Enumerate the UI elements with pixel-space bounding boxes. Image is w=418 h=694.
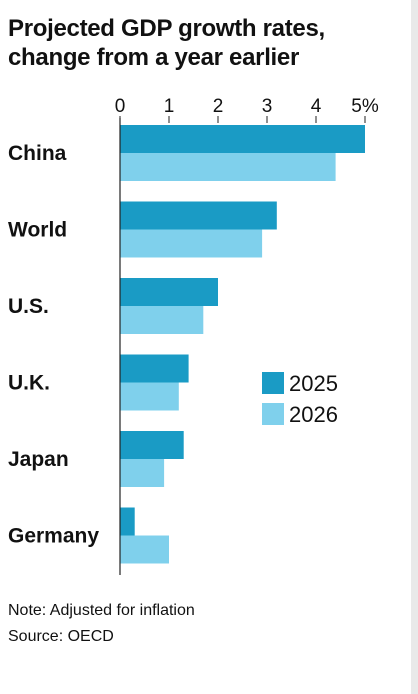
bar-2025 — [120, 125, 365, 153]
bar-2026 — [120, 153, 336, 181]
bar-2025 — [120, 507, 135, 536]
category-label: Japan — [8, 448, 69, 471]
footnote: Note: Adjusted for inflation — [8, 602, 195, 619]
bar-2025 — [120, 278, 218, 306]
legend-swatch-2026 — [262, 403, 284, 425]
bar-2026 — [120, 459, 165, 487]
bar-2025 — [120, 431, 184, 459]
legend-label-2025: 2025 — [289, 371, 338, 396]
legend-swatch-2025 — [262, 372, 284, 394]
x-tick-label: 2 — [213, 96, 224, 117]
category-label: China — [8, 142, 67, 165]
category-label: U.K. — [8, 372, 50, 395]
chart-title-line-2: change from a year earlier — [8, 44, 300, 71]
bar-2025 — [120, 354, 189, 383]
chart-title-line-1: Projected GDP growth rates, — [8, 15, 325, 42]
chart-title: Projected GDP growth rates, change from … — [8, 14, 408, 72]
x-tick-label: 4 — [311, 96, 322, 117]
page-edge — [411, 0, 418, 694]
bar-2026 — [120, 306, 204, 334]
category-label: World — [8, 219, 67, 242]
x-tick-label: 3 — [262, 96, 273, 117]
bar-2025 — [120, 201, 277, 230]
category-label: Germany — [8, 525, 99, 548]
bar-2026 — [120, 229, 263, 258]
x-tick-label: 5% — [351, 96, 379, 117]
category-label: U.S. — [8, 295, 49, 318]
source-line: Source: OECD — [8, 628, 114, 645]
bar-2026 — [120, 535, 169, 564]
x-tick-label: 1 — [164, 96, 175, 117]
x-tick-label: 0 — [115, 96, 126, 117]
bar-2026 — [120, 382, 179, 411]
legend-label-2026: 2026 — [289, 402, 338, 427]
chart-footer: Note: Adjusted for inflation Source: OEC… — [8, 598, 408, 650]
